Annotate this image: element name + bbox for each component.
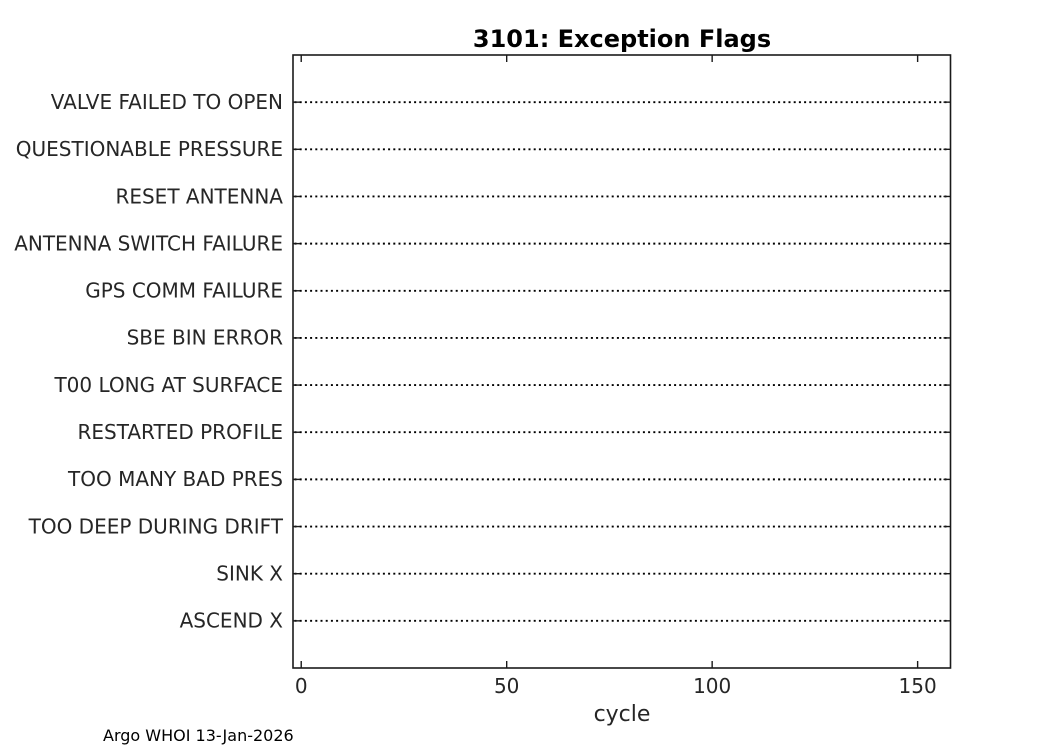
x-tick-label: 50 bbox=[494, 674, 519, 698]
y-axis-category-label: T00 LONG AT SURFACE bbox=[53, 373, 283, 397]
y-axis-category-label: SBE BIN ERROR bbox=[127, 326, 284, 350]
y-axis-category-label: RESET ANTENNA bbox=[115, 184, 283, 208]
x-tick-label: 150 bbox=[899, 674, 937, 698]
x-axis-title: cycle bbox=[593, 702, 651, 727]
x-tick-label: 0 bbox=[295, 674, 308, 698]
y-axis-category-label: VALVE FAILED TO OPEN bbox=[51, 90, 283, 114]
x-tick-label: 100 bbox=[693, 674, 731, 698]
y-axis-category-label: GPS COMM FAILURE bbox=[85, 279, 283, 303]
y-axis-category-label: ASCEND X bbox=[180, 609, 284, 633]
y-axis-category-label: QUESTIONABLE PRESSURE bbox=[16, 137, 283, 161]
y-axis-category-label: RESTARTED PROFILE bbox=[77, 420, 283, 444]
y-axis-category-label: ANTENNA SWITCH FAILURE bbox=[14, 231, 283, 255]
y-axis-category-label: TOO MANY BAD PRES bbox=[67, 467, 283, 491]
y-axis-category-label: SINK X bbox=[216, 561, 283, 585]
y-axis-category-label: TOO DEEP DURING DRIFT bbox=[28, 514, 284, 538]
axes-box bbox=[292, 54, 952, 669]
watermark-annotation: Argo WHOI 13-Jan-2026 bbox=[103, 726, 294, 745]
chart-title: 3101: Exception Flags bbox=[472, 25, 772, 53]
